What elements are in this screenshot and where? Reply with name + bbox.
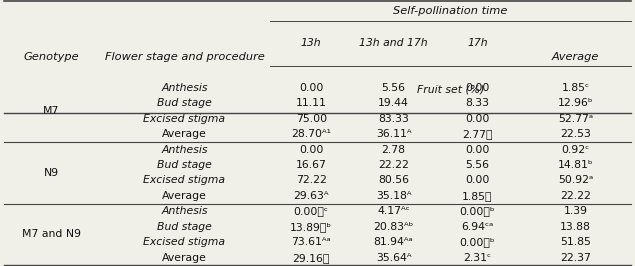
Text: 13h and 17h: 13h and 17h [359, 38, 428, 48]
Text: 73.61ᴬᵃ: 73.61ᴬᵃ [291, 237, 331, 247]
Text: 51.85: 51.85 [560, 237, 591, 247]
Text: Average: Average [162, 253, 207, 263]
Text: 19.44: 19.44 [378, 98, 409, 108]
Text: 0.00: 0.00 [299, 144, 323, 155]
Text: 0.00: 0.00 [465, 144, 490, 155]
Text: 0.00: 0.00 [465, 114, 490, 124]
Text: 2.78: 2.78 [382, 144, 406, 155]
Text: 1.85ᶜ: 1.85ᶜ [562, 83, 590, 93]
Text: 0.00: 0.00 [299, 83, 323, 93]
Text: Average: Average [162, 191, 207, 201]
Text: Excised stigma: Excised stigma [144, 237, 225, 247]
Text: 5.56: 5.56 [382, 83, 406, 93]
Text: 20.83ᴬᵇ: 20.83ᴬᵇ [373, 222, 413, 232]
Text: 22.22: 22.22 [378, 160, 409, 170]
Text: 13.89ᷢᵇ: 13.89ᷢᵇ [290, 222, 332, 232]
Text: 81.94ᴬᵃ: 81.94ᴬᵃ [373, 237, 413, 247]
Text: 8.33: 8.33 [465, 98, 490, 108]
Text: 1.39: 1.39 [564, 206, 588, 216]
Text: 29.63ᴬ: 29.63ᴬ [293, 191, 329, 201]
Text: 0.00: 0.00 [465, 83, 490, 93]
Text: Anthesis: Anthesis [161, 144, 208, 155]
Text: 12.96ᵇ: 12.96ᵇ [558, 98, 594, 108]
Text: 28.70ᴬ¹: 28.70ᴬ¹ [291, 129, 331, 139]
Text: 35.64ᴬ: 35.64ᴬ [376, 253, 411, 263]
Text: M7 and N9: M7 and N9 [22, 230, 81, 239]
Text: 1.85ᷢ: 1.85ᷢ [462, 191, 493, 201]
Text: Average: Average [162, 129, 207, 139]
Text: 36.11ᴬ: 36.11ᴬ [376, 129, 411, 139]
Text: 0.00: 0.00 [465, 175, 490, 185]
Text: 72.22: 72.22 [296, 175, 326, 185]
Text: Bud stage: Bud stage [157, 160, 212, 170]
Text: 17h: 17h [467, 38, 488, 48]
Text: Bud stage: Bud stage [157, 98, 212, 108]
Text: 22.37: 22.37 [560, 253, 591, 263]
Text: Anthesis: Anthesis [161, 206, 208, 216]
Text: 83.33: 83.33 [378, 114, 409, 124]
Text: 4.17ᴬᶜ: 4.17ᴬᶜ [377, 206, 410, 216]
Text: 13h: 13h [301, 38, 321, 48]
Text: 52.77ᵃ: 52.77ᵃ [558, 114, 593, 124]
Text: 22.22: 22.22 [560, 191, 591, 201]
Text: 16.67: 16.67 [296, 160, 326, 170]
Text: 14.81ᵇ: 14.81ᵇ [558, 160, 594, 170]
Text: 0.92ᶜ: 0.92ᶜ [561, 144, 590, 155]
Text: 75.00: 75.00 [296, 114, 327, 124]
Text: 13.88: 13.88 [560, 222, 591, 232]
Text: 0.00ᷢᶜ: 0.00ᷢᶜ [294, 206, 328, 216]
Text: Self-pollination time: Self-pollination time [393, 6, 508, 16]
Text: 0.00ᷢᵇ: 0.00ᷢᵇ [460, 237, 495, 247]
Text: 0.00ᷢᵇ: 0.00ᷢᵇ [460, 206, 495, 216]
Text: Flower stage and procedure: Flower stage and procedure [105, 52, 264, 62]
Text: Anthesis: Anthesis [161, 83, 208, 93]
Text: Average: Average [552, 52, 599, 62]
Text: M7: M7 [43, 106, 60, 116]
Text: Excised stigma: Excised stigma [144, 114, 225, 124]
Text: Fruit set (%): Fruit set (%) [417, 84, 485, 94]
Text: 80.56: 80.56 [378, 175, 409, 185]
Text: 5.56: 5.56 [465, 160, 490, 170]
Text: 35.18ᴬ: 35.18ᴬ [376, 191, 411, 201]
Text: 50.92ᵃ: 50.92ᵃ [558, 175, 593, 185]
Text: 6.94ᶜᵃ: 6.94ᶜᵃ [462, 222, 493, 232]
Text: N9: N9 [44, 168, 59, 178]
Text: Bud stage: Bud stage [157, 222, 212, 232]
Text: Genotype: Genotype [23, 52, 79, 62]
Text: 2.31ᶜ: 2.31ᶜ [464, 253, 491, 263]
Text: 2.77ᷢ: 2.77ᷢ [462, 129, 493, 139]
Text: 11.11: 11.11 [296, 98, 326, 108]
Text: Excised stigma: Excised stigma [144, 175, 225, 185]
Text: 22.53: 22.53 [560, 129, 591, 139]
Text: 29.16ᷢ: 29.16ᷢ [293, 253, 330, 263]
